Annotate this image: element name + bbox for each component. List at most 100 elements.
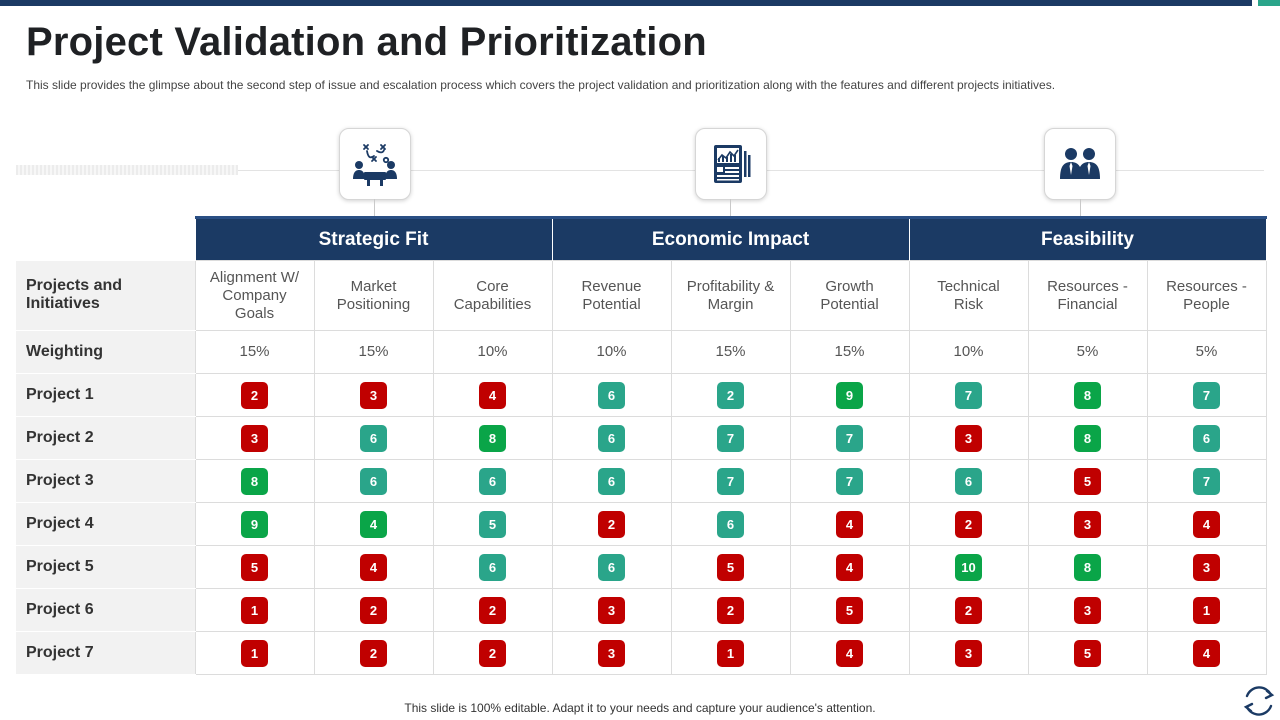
score-badge: 8 — [1074, 424, 1101, 452]
connector-line — [730, 199, 731, 217]
project-name: Project 3 — [16, 459, 195, 503]
score-cell: 5 — [670, 545, 791, 589]
score-badge: 6 — [360, 424, 387, 452]
score-cell: 2 — [313, 588, 434, 632]
score-badge: 4 — [360, 510, 387, 538]
score-badge: 7 — [836, 424, 863, 452]
category-header: Feasibility — [908, 216, 1267, 261]
score-badge: 1 — [1193, 596, 1220, 624]
score-badge: 2 — [360, 596, 387, 624]
weighting-cell: 5% — [1027, 330, 1148, 374]
strategy-board-icon-box — [339, 128, 411, 200]
weighting-cell: 10% — [551, 330, 672, 374]
score-cell: 7 — [670, 416, 791, 460]
score-badge: 2 — [479, 639, 506, 667]
criteria-label: Technical Risk — [937, 277, 1000, 313]
score-badge: 8 — [241, 467, 268, 495]
score-cell: 6 — [551, 373, 672, 417]
weighting-cell: 15% — [194, 330, 315, 374]
score-badge: 3 — [955, 639, 982, 667]
score-badge: 6 — [955, 467, 982, 495]
connector-line — [1080, 199, 1081, 217]
weighting-cell: 10% — [432, 330, 553, 374]
score-badge: 5 — [1074, 639, 1101, 667]
score-cell: 7 — [1146, 459, 1267, 503]
score-badge: 3 — [955, 424, 982, 452]
score-badge: 6 — [598, 381, 625, 409]
weighting-row: Weighting 15% 15% 10% 10% 15% 15% 10% 5% 5% — [16, 330, 1267, 374]
score-badge: 3 — [1074, 596, 1101, 624]
project-name: Project 4 — [16, 502, 195, 546]
team-people-icon-box — [1044, 128, 1116, 200]
criteria-label: Revenue Potential — [581, 277, 642, 313]
score-cell: 3 — [313, 373, 434, 417]
score-badge: 7 — [836, 467, 863, 495]
weighting-value: 10% — [477, 343, 508, 360]
refresh-icon[interactable] — [1240, 682, 1278, 720]
weighting-value: 10% — [953, 343, 984, 360]
score-badge: 8 — [479, 424, 506, 452]
score-cell: 8 — [1027, 416, 1148, 460]
score-badge: 2 — [717, 381, 744, 409]
score-badge: 7 — [955, 381, 982, 409]
table-row: Project 2 3 6 8 6 7 7 3 8 6 — [16, 416, 1267, 460]
table-row: Project 6 1 2 2 3 2 5 2 3 1 — [16, 588, 1267, 632]
criteria-label: Resources - Financial — [1047, 277, 1128, 313]
score-cell: 5 — [432, 502, 553, 546]
score-cell: 6 — [670, 502, 791, 546]
score-cell: 4 — [313, 502, 434, 546]
score-cell: 4 — [1146, 502, 1267, 546]
score-badge: 3 — [1074, 510, 1101, 538]
score-cell: 7 — [908, 373, 1029, 417]
score-cell: 8 — [1027, 373, 1148, 417]
score-badge: 8 — [1074, 553, 1101, 581]
score-cell: 9 — [789, 373, 910, 417]
score-badge: 7 — [717, 424, 744, 452]
score-badge: 1 — [241, 596, 268, 624]
criteria-header: Resources - People — [1146, 260, 1267, 331]
weighting-value: 15% — [239, 343, 270, 360]
score-badge: 6 — [360, 467, 387, 495]
score-badge: 8 — [1074, 381, 1101, 409]
project-name: Project 6 — [16, 588, 195, 632]
score-badge: 5 — [479, 510, 506, 538]
score-badge: 1 — [241, 639, 268, 667]
criteria-label: Core Capabilities — [453, 277, 532, 313]
score-cell: 5 — [1027, 459, 1148, 503]
score-badge: 3 — [241, 424, 268, 452]
project-name: Project 2 — [16, 416, 195, 460]
score-badge: 6 — [598, 424, 625, 452]
category-header: Economic Impact — [551, 216, 910, 261]
header-blank-cell — [16, 217, 195, 261]
report-chart-icon — [714, 145, 751, 183]
criteria-label: Growth Potential — [820, 277, 879, 313]
score-cell: 2 — [432, 588, 553, 632]
score-badge: 6 — [598, 553, 625, 581]
category-header-row: Strategic Fit Economic Impact Feasibility — [16, 216, 1267, 261]
score-cell: 3 — [908, 416, 1029, 460]
criteria-header: Alignment W/ Company Goals — [194, 260, 315, 331]
score-cell: 4 — [789, 502, 910, 546]
table-row: Project 5 5 4 6 6 5 4 10 8 3 — [16, 545, 1267, 589]
criteria-header: Technical Risk — [908, 260, 1029, 331]
score-cell: 2 — [908, 502, 1029, 546]
criteria-header: Profitability & Margin — [670, 260, 791, 331]
score-cell: 2 — [432, 631, 553, 675]
score-badge: 4 — [1193, 510, 1220, 538]
footer-note: This slide is 100% editable. Adapt it to… — [404, 701, 876, 715]
score-badge: 5 — [717, 553, 744, 581]
score-cell: 7 — [789, 459, 910, 503]
score-badge: 9 — [836, 381, 863, 409]
score-cell: 5 — [1027, 631, 1148, 675]
score-cell: 10 — [908, 545, 1029, 589]
top-accent-corner — [1258, 0, 1280, 6]
weighting-value: 5% — [1195, 343, 1218, 360]
score-cell: 6 — [908, 459, 1029, 503]
score-badge: 4 — [360, 553, 387, 581]
score-cell: 6 — [1146, 416, 1267, 460]
weighting-value: 15% — [834, 343, 865, 360]
weighting-value: 10% — [596, 343, 627, 360]
score-cell: 4 — [432, 373, 553, 417]
score-cell: 3 — [194, 416, 315, 460]
criteria-label: Alignment W/ Company Goals — [209, 268, 300, 322]
